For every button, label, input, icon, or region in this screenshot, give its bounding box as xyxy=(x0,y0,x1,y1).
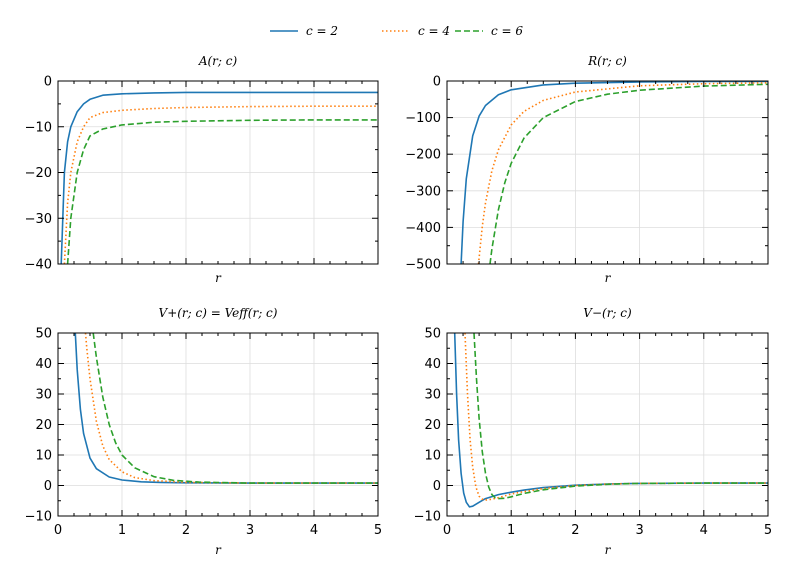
legend-label: c = 6 xyxy=(491,24,523,38)
tick-marks xyxy=(57,80,379,265)
axes-frame xyxy=(446,80,769,265)
y-tick-label: 0 xyxy=(44,479,52,494)
series-line xyxy=(60,91,378,264)
series-line xyxy=(464,333,768,501)
y-tick-label: −500 xyxy=(405,258,441,273)
y-tick-label: −200 xyxy=(405,148,441,163)
subplot-title: V+(r; c) = Veff(r; c) xyxy=(159,306,278,320)
series-line xyxy=(66,119,378,264)
series-line xyxy=(477,82,768,264)
y-tick-label: −40 xyxy=(25,258,52,273)
tick-marks xyxy=(446,80,769,265)
x-tick-label: 4 xyxy=(310,523,318,538)
series-line xyxy=(74,333,378,484)
x-tick-label: 0 xyxy=(54,523,62,538)
x-tick-label: 2 xyxy=(182,523,190,538)
x-tick-label: 5 xyxy=(374,523,382,538)
series-group xyxy=(60,91,378,264)
x-axis-label: r xyxy=(215,271,222,285)
series-line xyxy=(460,81,768,264)
y-tick-label: 10 xyxy=(424,449,441,464)
x-tick-label: 5 xyxy=(764,523,772,538)
y-tick-label: 0 xyxy=(44,75,52,90)
y-tick-label: −10 xyxy=(25,120,52,135)
y-tick-label: 30 xyxy=(35,388,52,403)
series-line xyxy=(453,333,768,508)
series-line xyxy=(473,333,768,500)
y-tick-label: −30 xyxy=(25,212,52,227)
subplot-title: R(r; c) xyxy=(587,54,627,68)
subplot-1: −40 −30 −20 −10 0 A(r; c) r xyxy=(25,54,379,285)
subplot-2: −500 −400 −300 −200 −100 0 R(r; c) r xyxy=(405,54,769,285)
subplot-title: V−(r; c) xyxy=(583,306,632,320)
y-tick-label: 50 xyxy=(424,327,441,342)
legend: c = 2 c = 4 c = 6 xyxy=(270,24,523,38)
legend-label: c = 4 xyxy=(418,24,450,38)
legend-item: c = 6 xyxy=(455,24,523,38)
x-tick-label: 1 xyxy=(118,523,126,538)
x-axis-label: r xyxy=(605,543,612,557)
y-tick-label: 0 xyxy=(433,75,441,90)
y-tick-label: −10 xyxy=(25,510,52,525)
series-group xyxy=(460,81,768,264)
legend-item: c = 4 xyxy=(382,24,450,38)
y-tick-label: 50 xyxy=(35,327,52,342)
y-tick-label: −400 xyxy=(405,221,441,236)
y-tick-label: 10 xyxy=(35,449,52,464)
x-axis-label: r xyxy=(605,271,612,285)
tick-marks xyxy=(446,332,769,517)
y-tick-label: 30 xyxy=(424,388,441,403)
y-tick-label: 20 xyxy=(35,418,52,433)
x-tick-label: 1 xyxy=(507,523,515,538)
x-tick-label: 2 xyxy=(571,523,579,538)
series-line xyxy=(92,333,378,484)
x-tick-label: 3 xyxy=(246,523,254,538)
y-tick-label: −20 xyxy=(25,166,52,181)
x-tick-label: 3 xyxy=(635,523,643,538)
legend-label: c = 2 xyxy=(306,24,338,38)
y-tick-label: 20 xyxy=(424,418,441,433)
x-tick-label: 0 xyxy=(443,523,451,538)
series-line xyxy=(489,83,768,264)
y-tick-label: −100 xyxy=(405,111,441,126)
x-tick-label: 4 xyxy=(700,523,708,538)
series-group xyxy=(453,333,768,508)
x-axis-label: r xyxy=(215,543,222,557)
y-tick-label: −300 xyxy=(405,184,441,199)
y-tick-label: 40 xyxy=(35,357,52,372)
series-line xyxy=(84,333,378,484)
y-tick-label: 40 xyxy=(424,357,441,372)
series-line xyxy=(63,105,378,264)
subplot-title: A(r; c) xyxy=(198,54,238,68)
y-tick-label: 0 xyxy=(433,479,441,494)
legend-item: c = 2 xyxy=(270,24,338,38)
y-tick-label: −10 xyxy=(414,510,441,525)
series-group xyxy=(74,333,378,484)
tick-marks xyxy=(57,332,379,517)
